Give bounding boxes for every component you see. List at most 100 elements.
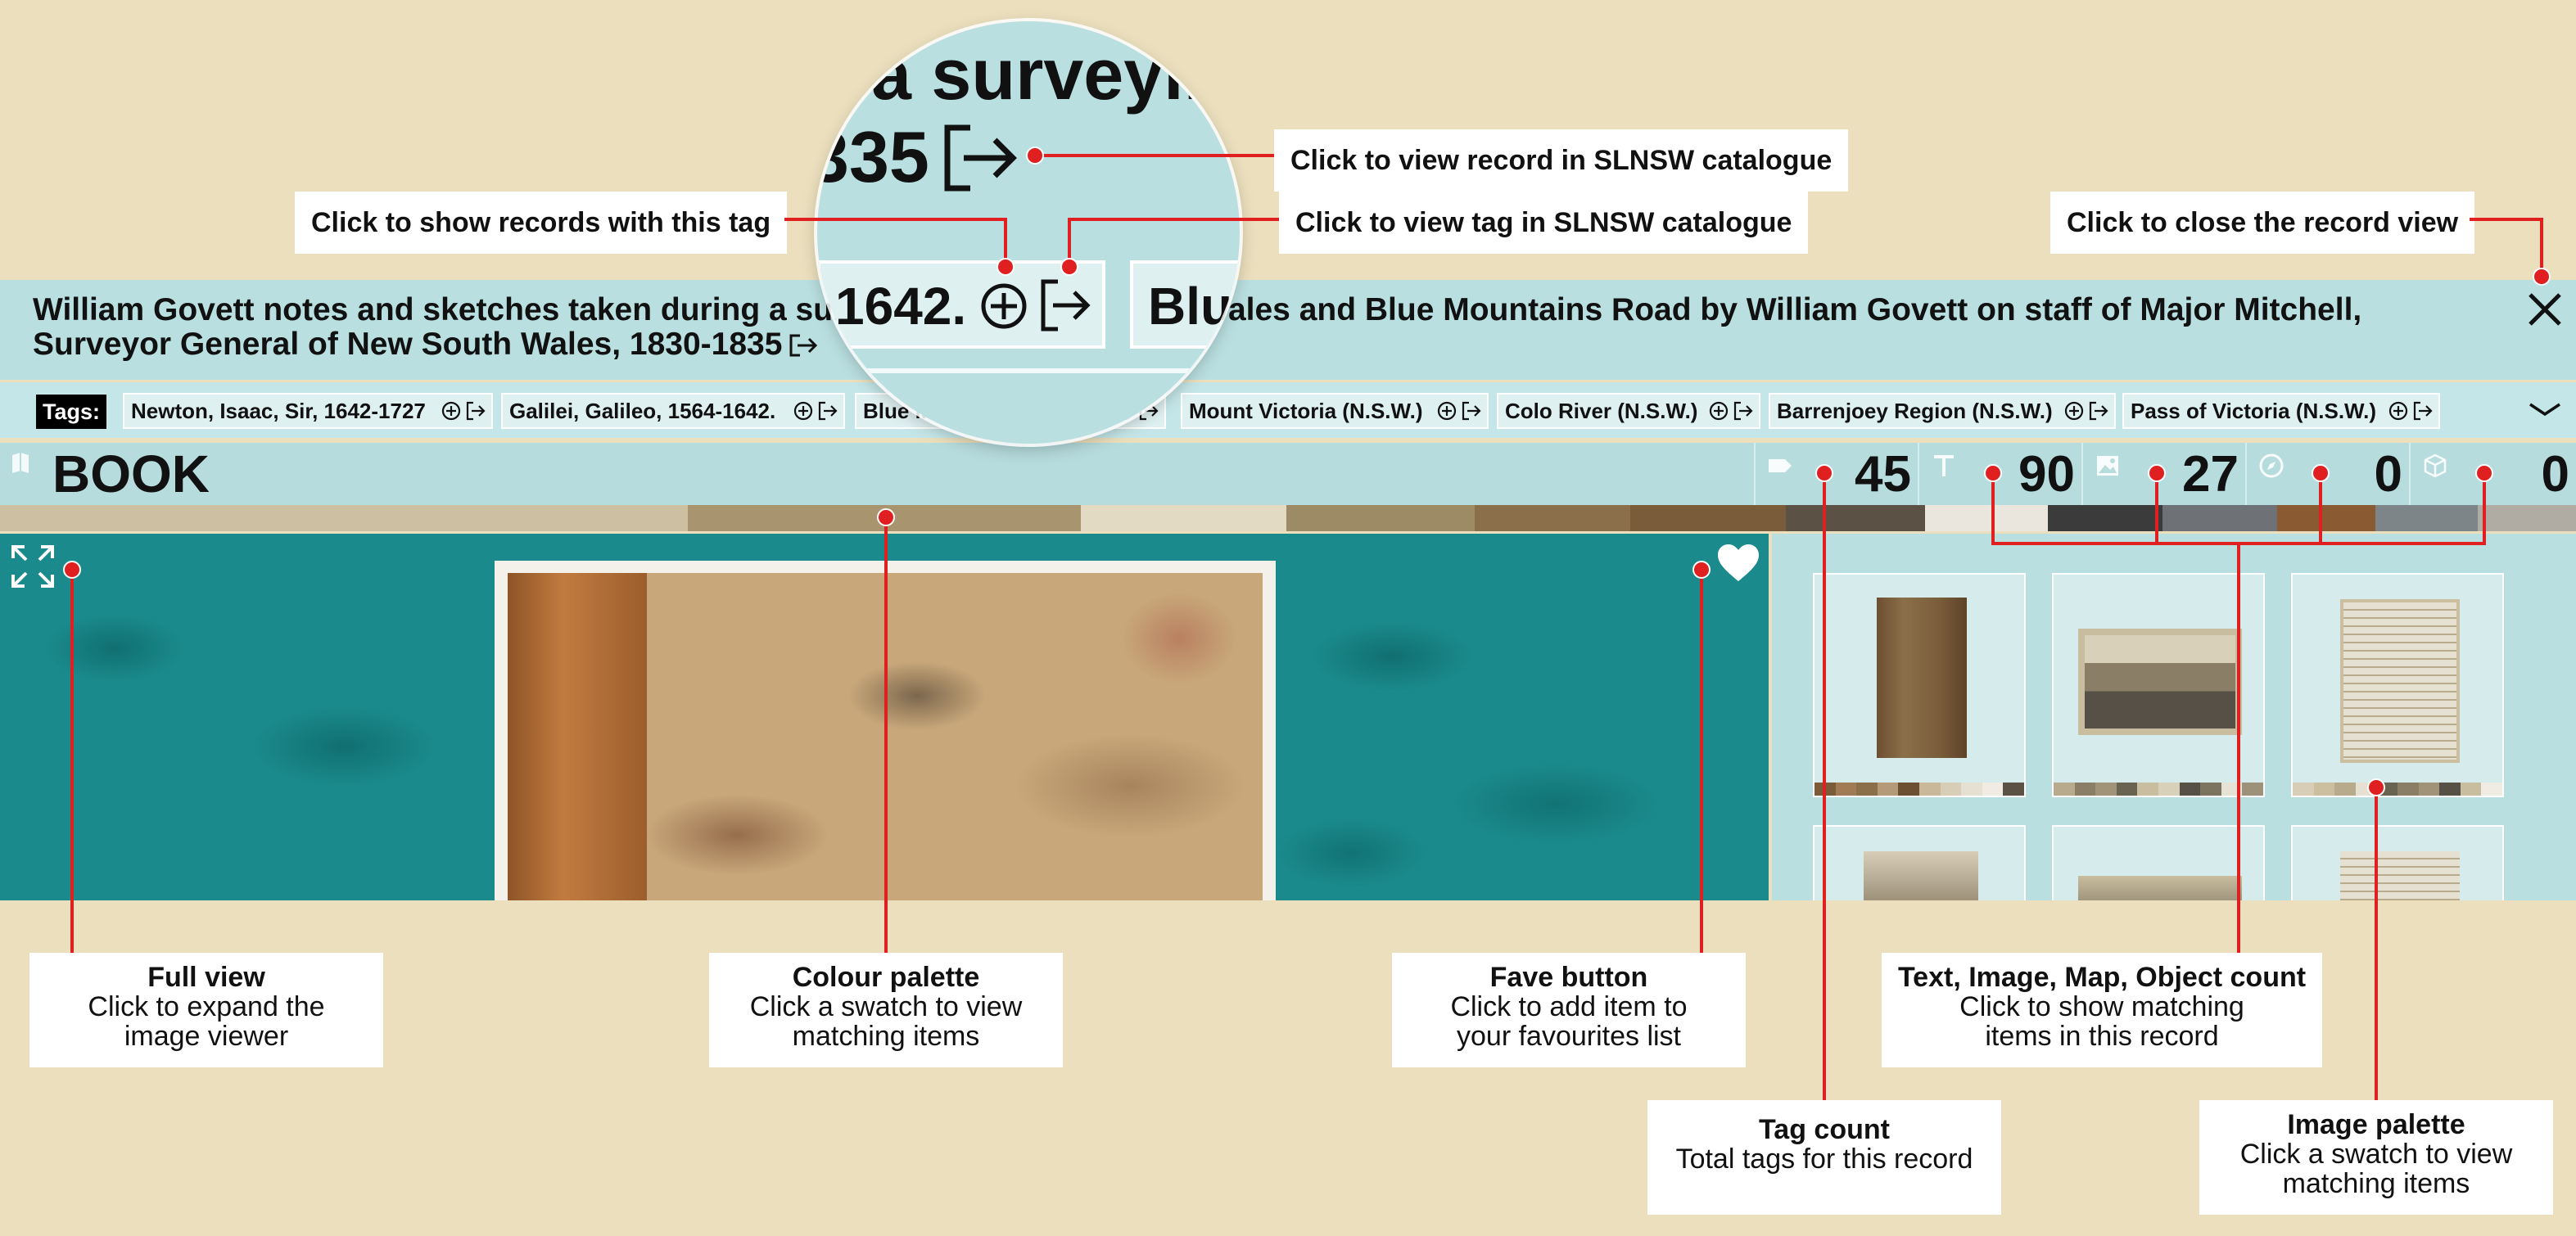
image-palette-swatch[interactable] <box>1982 783 2004 796</box>
image-palette-swatch[interactable] <box>2418 783 2440 796</box>
image-palette-swatch[interactable] <box>1898 783 1919 796</box>
palette-swatch[interactable] <box>688 505 1082 531</box>
callout-counts: Text, Image, Map, Object count Click to … <box>1882 953 2322 1067</box>
image-count[interactable]: 27 <box>2081 443 2247 505</box>
external-link-icon[interactable] <box>465 400 486 422</box>
palette-swatch[interactable] <box>1286 505 1475 531</box>
image-palette-swatch[interactable] <box>2397 783 2419 796</box>
chevron-down-icon[interactable] <box>2527 398 2563 421</box>
tag-chip[interactable]: Barrenjoey Region (N.S.W.) <box>1769 393 2116 429</box>
tag-label: Barrenjoey Region (N.S.W.) <box>1777 399 2053 423</box>
image-palette[interactable] <box>1814 783 2024 796</box>
tag-chip[interactable]: Newton, Isaac, Sir, 1642-1727 <box>123 393 493 429</box>
image-palette-swatch[interactable] <box>2200 783 2221 796</box>
thumbnail-card[interactable] <box>1813 573 2026 797</box>
callout-fave-button: Fave button Click to add item to your fa… <box>1392 953 1746 1067</box>
image-palette[interactable] <box>2293 783 2502 796</box>
external-link-icon[interactable] <box>942 124 1018 192</box>
add-circle-icon[interactable] <box>1708 400 1729 422</box>
thumbnail-card[interactable] <box>2052 573 2265 797</box>
image-palette-swatch[interactable] <box>1918 783 1941 796</box>
palette-swatch[interactable] <box>2162 505 2277 531</box>
text-count-value: 90 <box>2018 446 2075 503</box>
add-circle-icon[interactable] <box>2388 400 2409 422</box>
tag-chip[interactable]: Mount Victoria (N.S.W.) <box>1181 393 1489 429</box>
image-palette-swatch[interactable] <box>2158 783 2180 796</box>
image-palette-swatch[interactable] <box>2074 783 2096 796</box>
thumbnail-card[interactable] <box>2291 573 2504 797</box>
add-circle-icon[interactable] <box>2063 400 2085 422</box>
record-title-start: William Govett notes and sketches taken … <box>33 292 863 327</box>
tags-label: Tags: <box>36 395 107 429</box>
image-palette-swatch[interactable] <box>2355 783 2377 796</box>
add-circle-icon[interactable] <box>1436 400 1457 422</box>
thumbnail-image <box>1877 598 1967 758</box>
tag-chip[interactable]: Pass of Victoria (N.S.W.) <box>2122 393 2440 429</box>
image-palette-swatch[interactable] <box>1835 783 1857 796</box>
image-palette-swatch[interactable] <box>2293 783 2314 796</box>
add-circle-icon[interactable] <box>441 400 462 422</box>
thumbnail-card[interactable] <box>2052 825 2265 900</box>
image-palette-swatch[interactable] <box>2460 783 2482 796</box>
external-link-icon[interactable] <box>2088 400 2109 422</box>
image-palette-swatch[interactable] <box>2481 783 2502 796</box>
palette-swatch[interactable] <box>1785 505 1925 531</box>
image-palette-swatch[interactable] <box>2334 783 2356 796</box>
thumbnail-card[interactable] <box>1813 825 2026 900</box>
external-link-icon[interactable] <box>1733 400 1754 422</box>
image-palette-swatch[interactable] <box>2221 783 2243 796</box>
map-count[interactable]: 0 <box>2245 443 2411 505</box>
image-palette-swatch[interactable] <box>1961 783 1982 796</box>
image-icon <box>2097 456 2118 476</box>
external-link-icon[interactable] <box>2412 400 2434 422</box>
tag-chip[interactable]: Galilei, Galileo, 1564-1642. <box>501 393 845 429</box>
image-palette-swatch[interactable] <box>1856 783 1878 796</box>
palette-swatch[interactable] <box>2276 505 2375 531</box>
image-count-value: 27 <box>2182 446 2239 503</box>
close-icon[interactable] <box>2524 288 2566 331</box>
image-palette-swatch[interactable] <box>2116 783 2138 796</box>
palette-swatch[interactable] <box>2047 505 2162 531</box>
add-circle-icon[interactable] <box>793 400 814 422</box>
text-count[interactable]: 90 <box>1918 443 2083 505</box>
thumbnail-card[interactable] <box>2291 825 2504 900</box>
image-palette-swatch[interactable] <box>1940 783 1962 796</box>
image-palette-swatch[interactable] <box>2242 783 2263 796</box>
palette-swatch[interactable] <box>2477 505 2576 531</box>
external-link-icon[interactable] <box>789 333 818 358</box>
external-link-icon[interactable] <box>817 400 838 422</box>
thumbnail-image <box>2078 876 2242 900</box>
image-palette[interactable] <box>2054 783 2263 796</box>
compass-icon <box>2259 453 2284 478</box>
palette-swatch[interactable] <box>1924 505 2048 531</box>
thumbnail-image <box>2340 599 2460 763</box>
image-palette-swatch[interactable] <box>2376 783 2397 796</box>
lens-tag-chip: 1642. <box>817 260 1105 349</box>
external-link-icon[interactable] <box>1040 278 1091 332</box>
image-palette-swatch[interactable] <box>1877 783 1899 796</box>
image-palette-swatch[interactable] <box>2054 783 2075 796</box>
thumbnail-image <box>1864 851 1978 900</box>
external-link-icon[interactable] <box>1461 400 1482 422</box>
palette-swatch[interactable] <box>1629 505 1786 531</box>
palette-swatch[interactable] <box>1081 505 1286 531</box>
heart-icon[interactable] <box>1716 544 1760 583</box>
image-palette-swatch[interactable] <box>2095 783 2117 796</box>
image-palette-swatch[interactable] <box>2003 783 2024 796</box>
tag-chip[interactable]: Colo River (N.S.W.) <box>1497 393 1760 429</box>
colour-palette[interactable] <box>0 505 2576 531</box>
palette-swatch[interactable] <box>2375 505 2478 531</box>
image-palette-swatch[interactable] <box>2179 783 2201 796</box>
image-palette-swatch[interactable] <box>2137 783 2158 796</box>
expand-icon[interactable] <box>8 542 57 591</box>
palette-swatch[interactable] <box>0 505 689 531</box>
tag-label: Colo River (N.S.W.) <box>1505 399 1698 423</box>
palette-swatch[interactable] <box>1474 505 1630 531</box>
object-count[interactable]: 0 <box>2409 443 2576 505</box>
callout-close-record: Click to close the record view <box>2050 192 2475 254</box>
image-palette-swatch[interactable] <box>2439 783 2461 796</box>
add-circle-icon[interactable] <box>979 282 1028 331</box>
cube-icon <box>2424 453 2447 478</box>
image-palette-swatch[interactable] <box>1814 783 1836 796</box>
image-palette-swatch[interactable] <box>2313 783 2335 796</box>
